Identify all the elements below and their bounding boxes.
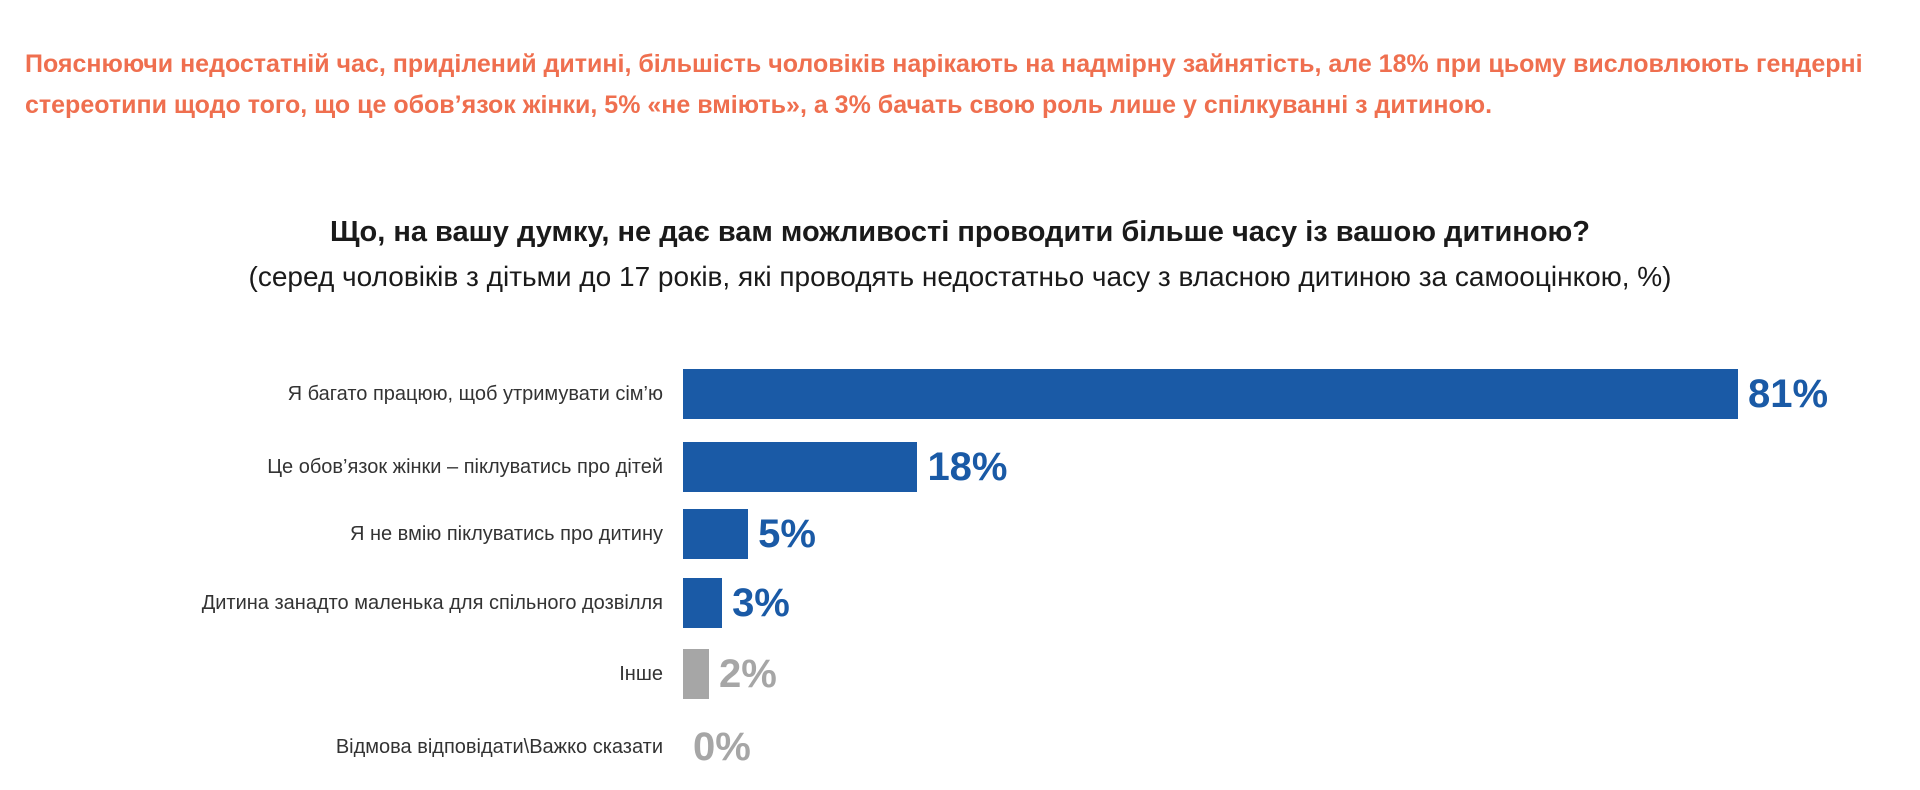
- category-label: Інше: [619, 663, 663, 685]
- bar: [683, 578, 723, 628]
- chart-subtitle: (серед чоловіків з дітьми до 17 років, я…: [248, 261, 1672, 292]
- bar-row: Відмова відповідати\Важко сказати 0%: [0, 722, 1920, 772]
- bar: [683, 509, 749, 559]
- category-label: Я багато працюю, щоб утримувати сім’ю: [287, 383, 663, 405]
- category-label: Це обов’язок жінки – піклуватись про діт…: [267, 456, 663, 478]
- chart-title: Що, на вашу думку, не дає вам можливості…: [329, 216, 1591, 248]
- bar-row: Я не вмію піклуватись про дитину 5%: [0, 509, 1920, 559]
- bar: [683, 649, 710, 699]
- value-label: 18%: [927, 445, 1008, 489]
- value-label: 5%: [758, 512, 816, 556]
- category-label: Відмова відповідати\Важко сказати: [335, 736, 663, 758]
- bar-row: Це обов’язок жінки – піклуватись про діт…: [0, 442, 1920, 492]
- value-label: 2%: [719, 652, 777, 696]
- category-label: Я не вмію піклуватись про дитину: [349, 523, 663, 545]
- bar-row: Дитина занадто маленька для спільного до…: [0, 578, 1920, 628]
- bar: [683, 442, 918, 492]
- value-label: 3%: [732, 581, 790, 625]
- bar-row: Інше 2%: [0, 649, 1920, 699]
- bar: [683, 369, 1738, 419]
- value-label: 81%: [1748, 372, 1829, 416]
- bar-row: Я багато працюю, щоб утримувати сім’ю 81%: [0, 369, 1920, 419]
- value-label: 0%: [693, 725, 751, 769]
- category-label: Дитина занадто маленька для спільного до…: [201, 592, 663, 614]
- intro-text: Пояснюючи недостатній час, приділений ди…: [25, 50, 1863, 119]
